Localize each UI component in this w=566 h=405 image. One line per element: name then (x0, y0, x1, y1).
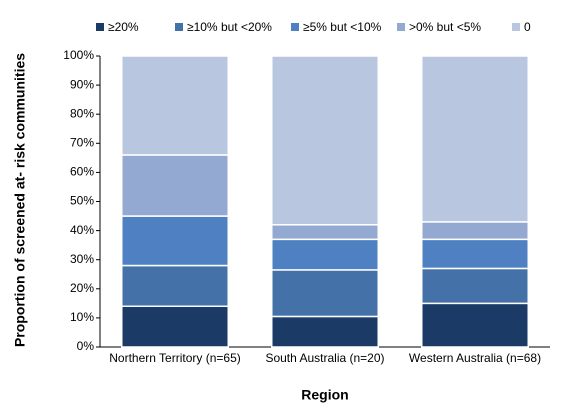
legend-swatch (512, 23, 520, 31)
legend-label: >0% but <5% (409, 20, 481, 34)
y-tick-label: 90% (70, 77, 94, 91)
bar-segment (421, 302, 529, 348)
bar-segment (421, 55, 529, 223)
y-tick-label: 80% (70, 106, 94, 120)
x-tick-label: South Australia (n=20) (265, 351, 384, 365)
legend-swatch (175, 23, 183, 31)
legend-label: ≥10% but <20% (187, 20, 272, 34)
y-tick-label: 30% (70, 252, 94, 266)
legend-label: ≥20% (108, 20, 139, 34)
bar-segment (121, 264, 229, 308)
bar-segment (271, 224, 379, 241)
bar-segment (271, 315, 379, 348)
bar-segment (121, 305, 229, 348)
x-tick-label: Northern Territory (n=65) (109, 351, 241, 365)
bar-segment (121, 55, 229, 156)
y-tick-label: 50% (70, 194, 94, 208)
legend-label: ≥5% but <10% (303, 20, 382, 34)
bar-segment (421, 221, 529, 241)
bar-segment (271, 238, 379, 271)
bar-segment (421, 238, 529, 270)
legend-swatch (96, 23, 104, 31)
bar-segment (271, 55, 379, 226)
bar-segment (121, 215, 229, 267)
y-tick-label: 100% (63, 48, 94, 62)
x-tick-label: Western Australia (n=68) (409, 351, 541, 365)
y-tick-label: 20% (70, 281, 94, 295)
legend-swatch (397, 23, 405, 31)
y-axis-title: Proportion of screened at- risk communit… (12, 53, 28, 347)
y-tick-label: 60% (70, 165, 94, 179)
y-tick-label: 0% (77, 339, 95, 353)
y-tick-label: 70% (70, 135, 94, 149)
x-axis-title: Region (301, 387, 348, 403)
legend-swatch (291, 23, 299, 31)
bar-segment (421, 267, 529, 305)
y-tick-label: 10% (70, 310, 94, 324)
bar-segment (271, 269, 379, 318)
bar-segment (121, 154, 229, 217)
y-tick-label: 40% (70, 223, 94, 237)
legend-label: 0 (524, 20, 531, 34)
